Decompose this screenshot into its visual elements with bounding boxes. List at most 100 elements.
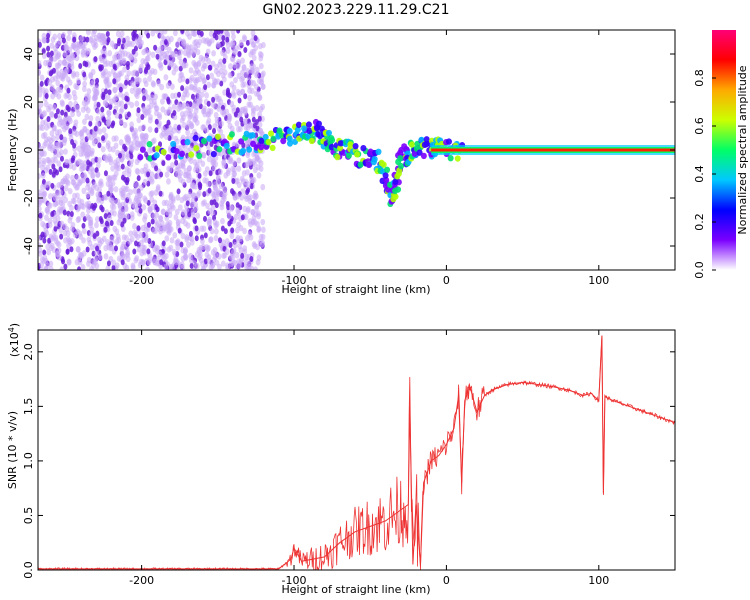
spectrogram-cell [55, 193, 60, 200]
spectrogram-cell [50, 135, 56, 142]
spectrogram-cell [112, 174, 118, 181]
spectrogram-cell [102, 153, 108, 160]
spectrogram-cell [71, 43, 77, 50]
spectrogram-cell [146, 171, 151, 178]
spectrogram-cell [221, 158, 227, 166]
spectrogram-cell [82, 60, 87, 67]
spectrogram-cell [210, 190, 215, 197]
spectrogram-cell [81, 222, 86, 229]
spectrogram-cell [200, 261, 205, 268]
spectrogram-cell [120, 193, 126, 201]
spectrogram-cell [105, 94, 111, 101]
spectrogram-cell [159, 132, 165, 139]
spectrogram-y-ticks: -40 -20 0 20 40 [22, 47, 675, 255]
chirp-cell [295, 121, 302, 129]
spectrogram-cell [228, 253, 234, 261]
spectrogram-cell [101, 126, 107, 134]
spectrogram-cell [44, 181, 50, 188]
spectrogram-cell [60, 109, 65, 116]
spectrogram-cell [179, 261, 185, 268]
spectrogram-cell [153, 93, 158, 101]
spectrogram-cell [222, 89, 228, 96]
spectrogram-cell [119, 70, 124, 77]
spectrogram-cell [164, 128, 170, 135]
spectrogram-cell [235, 207, 241, 214]
spectrogram-cell [207, 218, 213, 226]
spectrogram-cell [113, 186, 119, 193]
spectrogram-cell [80, 51, 86, 58]
spectrogram-cell [106, 109, 112, 116]
spectrogram-cell [258, 233, 264, 241]
y-tick-label: 0.0 [22, 561, 35, 579]
spectrogram-cell [40, 172, 46, 179]
spectrogram-cell [174, 258, 180, 266]
spectrogram-cell [230, 249, 236, 256]
spectrogram-cell [147, 126, 153, 133]
spectrogram-cell [150, 203, 156, 211]
spectrogram-cell [227, 122, 233, 130]
spectrogram-cell [45, 243, 51, 251]
spectrogram-cell [118, 86, 123, 93]
spectrogram-cell [189, 239, 195, 246]
spectrogram-cell [85, 30, 91, 36]
chirp-cell [380, 161, 387, 168]
spectrogram-cell [106, 36, 111, 43]
spectrogram-cell [57, 115, 63, 123]
spectrogram-cell [234, 120, 240, 127]
spectrogram-cell [154, 260, 160, 267]
spectrogram-cell [129, 101, 135, 109]
spectrogram-cell [258, 127, 264, 135]
colorbar-ticks: 0.0 0.2 0.4 0.6 0.8 [693, 69, 716, 279]
spectrogram-cell [192, 84, 198, 91]
spectrogram-cell [188, 83, 194, 91]
spectrogram-cell [190, 30, 196, 36]
colorbar-label: Normalized spectral amplitude [736, 65, 749, 234]
spectrogram-cell [153, 189, 159, 196]
spectrogram-cell [105, 180, 111, 188]
spectrogram-cell [206, 117, 212, 124]
spectrogram-cell [48, 266, 54, 270]
spectrogram-cell [134, 255, 140, 262]
spectrogram-cell [105, 142, 111, 150]
spectrogram-cell [216, 95, 222, 102]
spectrogram-cell [80, 106, 86, 113]
spectrogram-cell [40, 220, 46, 228]
spectrogram-cell [241, 34, 247, 41]
spectrogram-cell [120, 209, 126, 216]
y-tick-label: 0 [22, 147, 35, 154]
y-tick-label: -40 [22, 237, 35, 255]
spectrogram-cell [227, 92, 232, 99]
spectrogram-cell [38, 108, 43, 115]
spectrogram-cell [228, 241, 233, 248]
spectrogram-cell [39, 74, 45, 81]
spectrogram-cell [171, 69, 177, 76]
snr-series-detail [38, 336, 675, 570]
spectrogram-cell [55, 215, 61, 222]
spectrogram-cell [140, 244, 146, 251]
snr-panel: -200 -100 0 100 0.0 0.5 1.0 1.5 2.0 Height of s… [6, 323, 676, 596]
spectrogram-cell [49, 84, 55, 91]
spectrogram-plot-area [38, 30, 675, 270]
spectrogram-cell [177, 91, 182, 98]
spectrogram-cell [254, 104, 260, 112]
spectrogram-cell [115, 30, 121, 38]
spectrogram-cell [220, 217, 225, 225]
spectrogram-cell [81, 143, 87, 151]
spectrogram-cell [89, 80, 95, 87]
chirp-cell [173, 148, 180, 155]
spectrogram-cell [56, 151, 62, 158]
spectrogram-cell [154, 127, 159, 134]
spectrogram-cell [65, 104, 70, 111]
chirp-cell [392, 178, 399, 185]
spectrogram-cell [99, 218, 104, 225]
spectrogram-cell [248, 194, 253, 201]
spectrogram-cell [193, 166, 198, 173]
spectrogram-cell [218, 182, 224, 190]
spectrogram-cell [236, 181, 242, 189]
spectrogram-cell [247, 94, 253, 102]
spectrogram-cell [157, 113, 163, 121]
spectrogram-cell [151, 98, 157, 106]
spectrogram-cell [112, 54, 117, 61]
spectrogram-cell [63, 196, 69, 204]
